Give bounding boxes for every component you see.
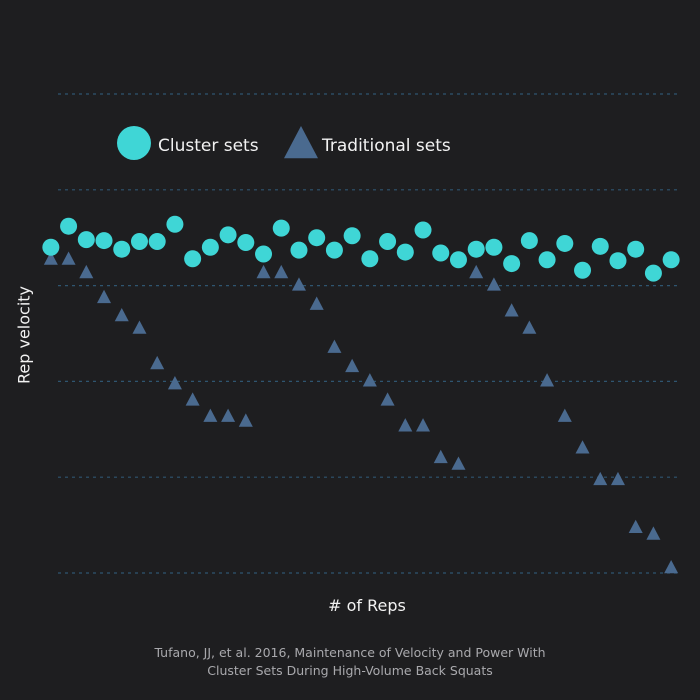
point-traditional — [221, 408, 236, 422]
point-traditional — [575, 440, 590, 454]
point-cluster — [201, 238, 219, 256]
point-cluster — [467, 240, 485, 258]
point-cluster — [255, 245, 273, 263]
point-traditional — [504, 303, 519, 317]
point-cluster — [42, 238, 60, 256]
point-cluster — [166, 215, 184, 233]
source-caption: Tufano, JJ, et al. 2016, Maintenance of … — [0, 644, 700, 680]
point-traditional — [79, 264, 94, 279]
point-cluster — [237, 233, 255, 251]
point-traditional — [416, 418, 431, 432]
point-traditional — [593, 471, 608, 486]
point-traditional — [486, 277, 501, 291]
point-cluster — [591, 237, 609, 255]
legend-marker-cluster — [117, 126, 151, 160]
point-traditional — [203, 408, 218, 422]
point-cluster — [432, 244, 450, 262]
point-cluster — [556, 234, 574, 252]
point-traditional — [646, 526, 661, 540]
point-cluster — [538, 251, 556, 269]
point-traditional — [522, 320, 537, 334]
point-cluster — [184, 250, 202, 268]
point-cluster — [379, 233, 397, 251]
point-cluster — [644, 264, 662, 282]
point-traditional — [557, 408, 572, 422]
point-cluster — [308, 229, 326, 247]
point-traditional — [380, 392, 395, 406]
point-cluster — [574, 261, 592, 279]
point-traditional — [291, 277, 306, 291]
legend-label-traditional: Traditional sets — [322, 136, 451, 156]
point-cluster — [449, 251, 467, 269]
data-points — [42, 215, 680, 574]
point-cluster — [113, 240, 131, 258]
point-traditional — [628, 519, 643, 534]
point-traditional — [61, 251, 76, 265]
point-traditional — [274, 264, 289, 279]
point-traditional — [433, 449, 448, 464]
point-traditional — [238, 413, 253, 427]
point-cluster — [325, 241, 343, 259]
point-cluster — [361, 250, 379, 268]
point-cluster — [609, 252, 627, 270]
point-cluster — [396, 243, 414, 261]
point-traditional — [362, 373, 377, 387]
point-traditional — [540, 373, 555, 387]
point-traditional — [610, 471, 625, 486]
point-traditional — [43, 251, 58, 265]
point-cluster — [130, 233, 148, 251]
legend-label-cluster: Cluster sets — [158, 136, 259, 156]
point-cluster — [414, 221, 432, 239]
y-axis-label: Rep velocity — [14, 285, 34, 385]
point-cluster — [343, 227, 361, 245]
point-traditional — [185, 392, 200, 406]
point-traditional — [398, 418, 413, 432]
point-traditional — [327, 339, 342, 353]
point-cluster — [662, 251, 680, 269]
gridlines — [58, 93, 680, 574]
point-cluster — [272, 219, 290, 237]
point-cluster — [148, 233, 166, 251]
point-traditional — [309, 296, 324, 310]
point-traditional — [664, 559, 679, 574]
point-cluster — [219, 226, 237, 244]
point-traditional — [132, 320, 147, 334]
point-traditional — [97, 289, 112, 304]
legend-markers — [117, 125, 318, 160]
caption-line-2: Cluster Sets During High-Volume Back Squ… — [207, 663, 493, 678]
x-axis-label: # of Reps — [328, 596, 406, 615]
point-cluster — [77, 231, 95, 249]
point-cluster — [485, 238, 503, 256]
point-traditional — [150, 355, 165, 370]
point-traditional — [451, 456, 466, 470]
point-cluster — [627, 240, 645, 258]
legend-marker-traditional — [284, 125, 318, 159]
point-cluster — [290, 241, 308, 259]
point-traditional — [167, 376, 182, 390]
point-cluster — [95, 232, 113, 250]
point-traditional — [114, 308, 129, 322]
point-cluster — [60, 217, 78, 235]
point-traditional — [256, 264, 271, 279]
point-cluster — [520, 232, 538, 250]
point-traditional — [469, 264, 484, 279]
point-cluster — [503, 255, 521, 273]
caption-line-1: Tufano, JJ, et al. 2016, Maintenance of … — [154, 645, 546, 660]
point-traditional — [345, 358, 360, 373]
